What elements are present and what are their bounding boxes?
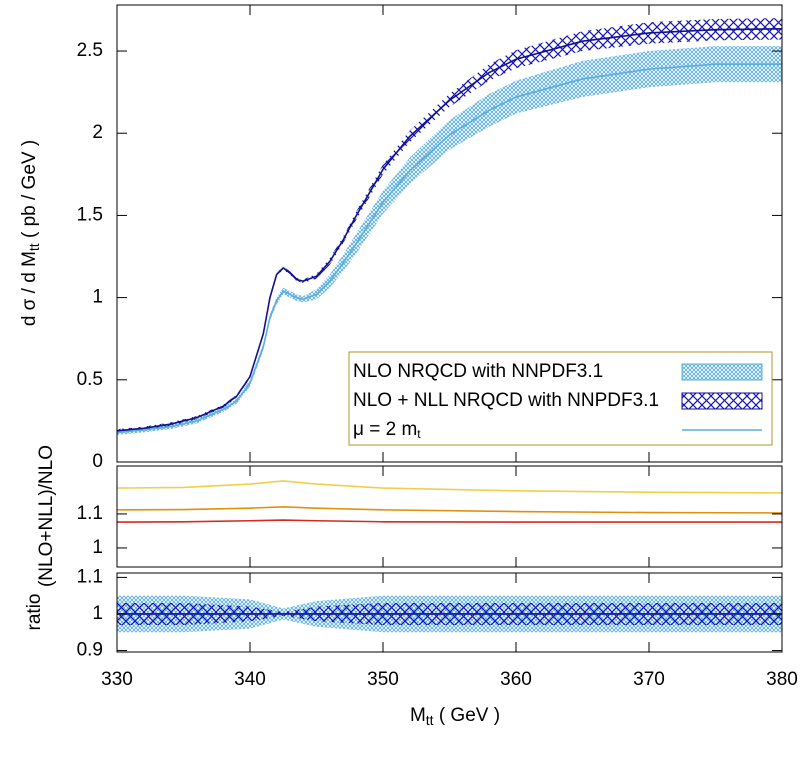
y-tick-label: 1.1 [77,566,103,587]
plot-frame [116,572,783,653]
legend-swatch [681,392,763,410]
x-axis-label-sub: tt [426,712,434,728]
y-tick-label: 0.5 [77,369,103,390]
y-tick-label: 1.5 [77,204,103,225]
x-axis-label: Mtt ( GeV ) [410,705,500,728]
y-tick-label: 1.1 [77,503,103,524]
y-tick-label: 2 [92,122,103,143]
series-line [117,506,782,514]
x-tick-label: 380 [766,669,798,690]
y-axis-label-after: ( pb / GeV ) [19,140,40,243]
y-tick-label: 2.5 [77,40,103,61]
series-line [117,28,782,432]
plot-area [117,595,782,633]
y-tick-label: 0.9 [77,640,103,661]
y-tick-label: 1 [92,603,103,624]
legend-label: NLO + NLL NRQCD with NNPDF3.1 [353,390,659,411]
y-axis-label-main: d σ / d M [19,251,40,326]
x-tick-label: 360 [500,669,532,690]
series-line [117,480,782,494]
x-tick-label: 340 [234,669,266,690]
plot-frame [116,4,783,463]
y-tick-label: 1 [92,287,103,308]
legend-label: NLO NRQCD with NNPDF3.1 [353,361,603,382]
x-axis-label-main: M [410,705,426,726]
y-axis-label: ratio [24,594,45,631]
legend-label: μ = 2 mt [353,419,421,441]
y-tick-label: 1 [92,537,103,558]
series-line [117,519,782,523]
plot-frame [116,465,783,568]
legend-swatch [681,363,763,381]
x-tick-label: 370 [633,669,665,690]
series-line [117,63,782,434]
y-axis-label: (NLO+NLL)/NLO [36,445,57,587]
x-tick-label: 330 [101,669,133,690]
uncertainty-band [117,46,782,435]
y-axis-label-sub: tt [26,243,42,251]
legend-label-main: μ = 2 m [353,419,417,440]
plot-area [117,18,782,435]
legend-label-sub: t [417,427,421,441]
x-axis-label-after: ( GeV ) [434,705,501,726]
y-tick-label: 0 [92,451,103,472]
x-tick-label: 350 [367,669,399,690]
y-axis-label: d σ / d Mtt ( pb / GeV ) [19,140,42,326]
plot-area [117,480,782,523]
